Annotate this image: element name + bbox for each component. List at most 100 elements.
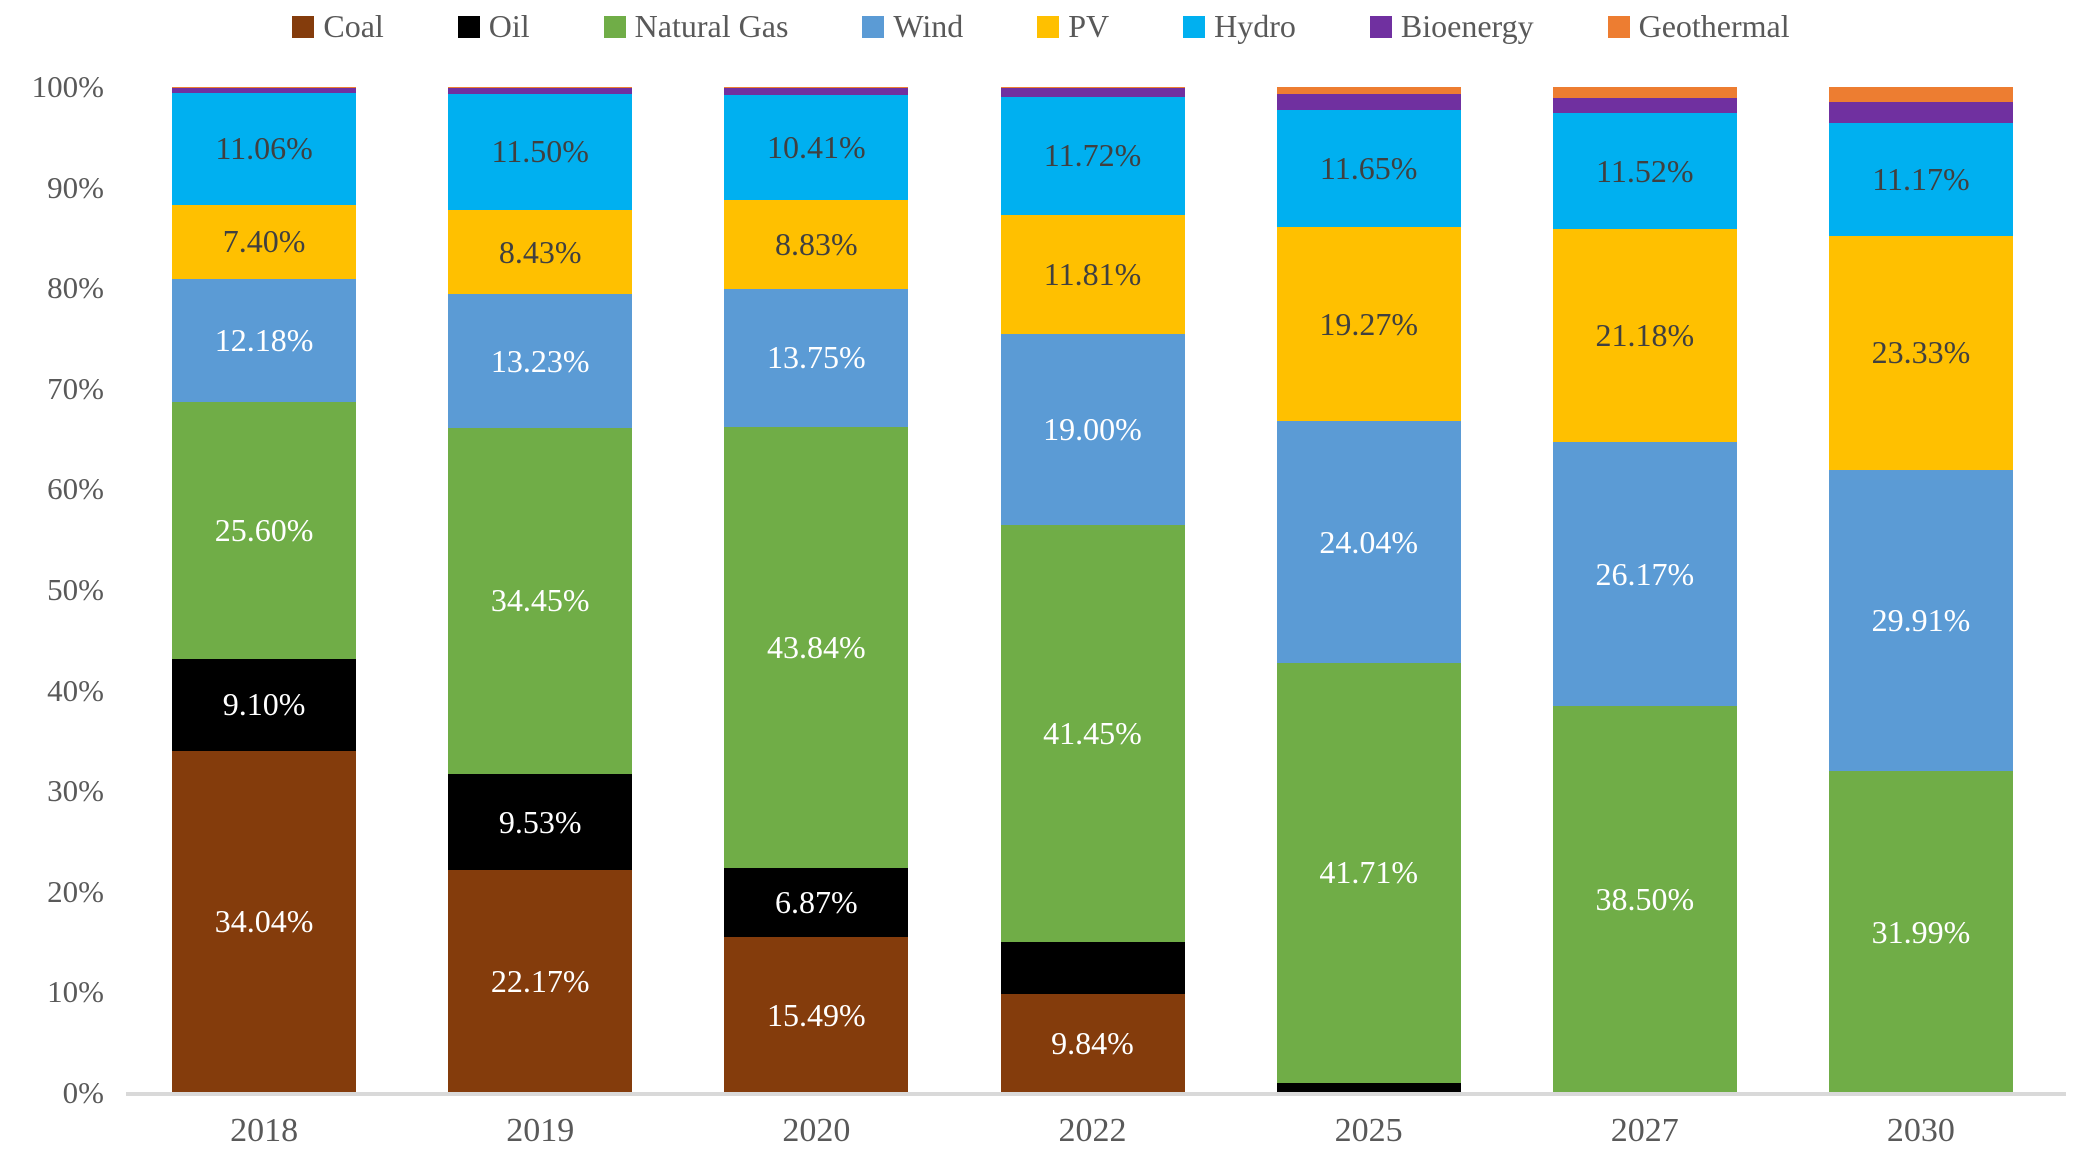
- segment-coal-2022: 9.84%: [1000, 994, 1185, 1093]
- segment-pv-2025: 19.27%: [1276, 227, 1461, 422]
- legend-swatch-coal-icon: [292, 15, 315, 38]
- segment-hydro-2018: 11.06%: [172, 93, 357, 205]
- legend-label: Natural Gas: [634, 8, 789, 44]
- x-tick-label-2022: 2022: [1058, 1112, 1127, 1149]
- data-label: 9.53%: [498, 803, 582, 840]
- y-tick-label: 40%: [47, 672, 104, 708]
- legend-swatch-geothermal-icon: [1607, 15, 1630, 38]
- bar-2020: 15.49% 6.87% 43.84% 13.75% 8.83% 10.41%: [724, 87, 909, 1093]
- y-tick-label: 80%: [47, 270, 104, 306]
- data-label: 8.43%: [498, 233, 582, 270]
- data-label: 34.45%: [490, 582, 590, 619]
- y-tick-label: 60%: [47, 471, 104, 507]
- legend-label: Coal: [323, 8, 384, 44]
- data-label: 26.17%: [1595, 555, 1695, 592]
- data-label: 43.84%: [767, 629, 866, 666]
- segment-natural-gas-2030: 31.99%: [1828, 771, 2013, 1093]
- legend-label: Wind: [893, 8, 964, 44]
- legend-item-oil: Oil: [457, 8, 530, 45]
- x-tick-label-2030: 2030: [1886, 1112, 1955, 1149]
- segment-natural-gas-2025: 41.71%: [1276, 663, 1461, 1083]
- x-tick-label-2027: 2027: [1610, 1112, 1679, 1149]
- bar-2025: 41.71% 24.04% 19.27% 11.65%: [1276, 87, 1461, 1093]
- data-label: 22.17%: [490, 962, 590, 999]
- segment-geothermal-2025: [1276, 87, 1461, 95]
- bar-2030: 31.99% 29.91% 23.33% 11.17%: [1828, 87, 2013, 1093]
- segment-pv-2030: 23.33%: [1828, 235, 2013, 471]
- x-tick-label-2025: 2025: [1334, 1112, 1403, 1149]
- segment-wind-2025: 24.04%: [1276, 421, 1461, 664]
- segment-oil-2020: 6.87%: [724, 868, 909, 938]
- data-label: 9.84%: [1051, 1025, 1134, 1061]
- segment-natural-gas-2027: 38.50%: [1552, 705, 1737, 1093]
- data-label: 41.71%: [1319, 854, 1418, 891]
- segment-wind-2027: 26.17%: [1552, 442, 1737, 706]
- legend-swatch-oil-icon: [457, 15, 480, 38]
- segment-oil-2025: [1276, 1082, 1461, 1092]
- data-label: 31.99%: [1871, 913, 1971, 950]
- data-label: 19.00%: [1043, 410, 1142, 447]
- legend-item-geothermal: Geothermal: [1607, 8, 1790, 45]
- segment-geothermal-2020: [724, 87, 909, 88]
- x-tick-label-2020: 2020: [782, 1112, 851, 1149]
- bar-2027: 38.50% 26.17% 21.18% 11.52%: [1552, 87, 1737, 1093]
- segment-coal-2020: 15.49%: [724, 937, 909, 1093]
- y-tick-label: 90%: [47, 169, 104, 205]
- legend-swatch-natural-gas-icon: [603, 15, 626, 38]
- segment-hydro-2030: 11.17%: [1828, 123, 2013, 236]
- segment-bioenergy-2030: [1828, 102, 2013, 124]
- legend-item-hydro: Hydro: [1183, 8, 1296, 45]
- segment-natural-gas-2020: 43.84%: [724, 427, 909, 869]
- y-tick-label: 50%: [47, 572, 104, 607]
- data-label: 12.18%: [214, 321, 314, 358]
- y-tick-label: 20%: [47, 873, 104, 909]
- segment-bioenergy-2022: [1000, 87, 1185, 97]
- segment-pv-2027: 21.18%: [1552, 229, 1737, 443]
- data-label: 19.27%: [1319, 305, 1418, 342]
- legend-swatch-wind-icon: [862, 15, 885, 38]
- segment-hydro-2019: 11.50%: [448, 93, 633, 210]
- segment-oil-2018: 9.10%: [172, 659, 357, 751]
- segment-bioenergy-2018: [172, 87, 357, 94]
- bar-2022: 9.84% 41.45% 19.00% 11.81% 11.72%: [1000, 87, 1185, 1093]
- segment-oil-2019: 9.53%: [448, 774, 633, 870]
- segment-wind-2019: 13.23%: [448, 294, 633, 428]
- segment-wind-2020: 13.75%: [724, 288, 909, 428]
- legend-label: Bioenergy: [1400, 8, 1534, 44]
- legend-swatch-hydro-icon: [1183, 15, 1206, 38]
- segment-wind-2030: 29.91%: [1828, 470, 2013, 772]
- segment-coal-2019: 22.17%: [448, 869, 633, 1093]
- data-label: 25.60%: [214, 511, 314, 548]
- x-tick-label-2018: 2018: [230, 1112, 299, 1149]
- segment-bioenergy-2027: [1552, 98, 1737, 114]
- data-label: 11.52%: [1596, 152, 1694, 189]
- data-label: 13.23%: [490, 342, 590, 379]
- legend-label: PV: [1068, 8, 1110, 44]
- segment-hydro-2020: 10.41%: [724, 95, 909, 200]
- data-label: 10.41%: [767, 129, 866, 166]
- data-label: 38.50%: [1595, 880, 1695, 917]
- data-label: 11.06%: [215, 130, 313, 167]
- data-label: 13.75%: [767, 339, 866, 376]
- segment-natural-gas-2022: 41.45%: [1000, 524, 1185, 942]
- segment-hydro-2022: 11.72%: [1000, 96, 1185, 215]
- segment-coal-2018: 34.04%: [172, 750, 357, 1093]
- y-tick-label: 0%: [62, 1075, 104, 1110]
- x-axis-line: [126, 1092, 2066, 1096]
- segment-geothermal-2030: [1828, 87, 2013, 103]
- chart-legend: Coal Oil Natural Gas Wind PV Hydro Bioenergy Ge…: [0, 8, 2082, 45]
- bar-2018: 34.04% 9.10% 25.60% 12.18% 7.40% 11.06%: [172, 87, 357, 1093]
- segment-hydro-2027: 11.52%: [1552, 113, 1737, 230]
- data-label: 7.40%: [222, 223, 306, 260]
- segment-pv-2019: 8.43%: [448, 209, 633, 295]
- data-label: 21.18%: [1595, 317, 1695, 354]
- data-label: 8.83%: [775, 225, 858, 262]
- legend-label: Geothermal: [1638, 8, 1790, 44]
- segment-bioenergy-2025: [1276, 94, 1461, 111]
- data-label: 23.33%: [1871, 334, 1971, 371]
- segment-bioenergy-2020: [724, 87, 909, 96]
- data-label: 41.45%: [1043, 714, 1142, 751]
- y-tick-label: 30%: [47, 773, 104, 809]
- segment-geothermal-2019: [448, 87, 633, 88]
- segment-wind-2018: 12.18%: [172, 278, 357, 402]
